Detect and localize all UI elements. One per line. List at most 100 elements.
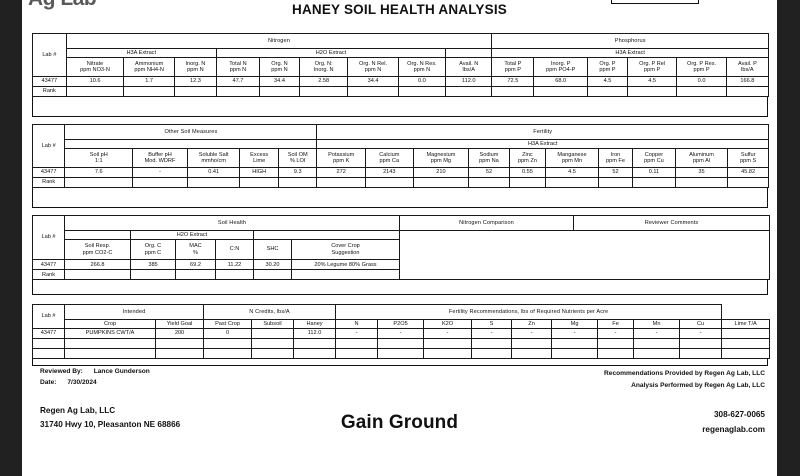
group-header-rec-1: N Credits, lbs/A (203, 304, 337, 320)
column-header-np-0: Nitrate ppm NO3-N (65, 57, 125, 77)
rank-cell-fert-11 (597, 177, 634, 188)
column-header-rec-8: S (471, 319, 513, 329)
rank-cell-np-0 (65, 86, 125, 97)
rank-cell-fert-4 (277, 177, 318, 188)
date-line: Date: 7/30/2024 (40, 379, 150, 386)
group-header-nitrogen-comparison: Nitrogen Comparison (398, 215, 575, 231)
subgroup-header-np-3: H3A Extract (491, 48, 769, 58)
rank-cell-sh-5 (291, 269, 400, 281)
data-cell-rec-10: - (551, 328, 599, 339)
subgroup-header-np-1: H2O Extract (215, 48, 447, 58)
reviewer-comments-cell[interactable] (398, 229, 771, 281)
table-header-row: Lab # Soil Health Nitrogen Comparison Revie… (32, 214, 771, 261)
rank-cell-np-6 (347, 86, 399, 97)
data-cell-fert-5: 272 (316, 167, 367, 178)
column-header-np-13: Org. P Res. ppm P (676, 57, 727, 77)
group-header-reviewer-comments: Reviewer Comments (573, 215, 771, 231)
table-row: 43477 10.6 1.7 12.3 47.7 34.4 2.58 34.4 0.0 112.0… (32, 76, 770, 87)
rank-cell-sh-0 (64, 269, 131, 281)
data-cell-fert-13: 35 (674, 167, 729, 178)
data-cell-fert-2: 0.41 (186, 167, 241, 178)
data-cell-np-7: 0.0 (397, 76, 447, 87)
column-header-fert-13: Aluminum ppm Al (674, 148, 729, 168)
column-header-np-6: Org. N Rel. ppm N (347, 57, 399, 77)
rank-cell-fert-12 (632, 177, 676, 188)
column-header-np-12: Org. P Rel ppm P (626, 57, 678, 77)
rank-cell-np-8 (445, 86, 493, 97)
blank-cell-0-11 (551, 338, 599, 349)
data-cell-fert-14: 45.82 (727, 167, 769, 178)
date-label: Date: (40, 379, 57, 386)
column-header-sh-3: C:N (215, 238, 254, 261)
blank-cell-1-14 (679, 348, 723, 359)
blank-cell-0-14 (679, 338, 723, 349)
column-header-fert-10: Manganese ppm Mn (545, 148, 599, 168)
rank-cell-np-14 (725, 86, 770, 97)
data-cell-np-5: 2.58 (298, 76, 349, 87)
rank-cell-fert-7 (412, 177, 470, 188)
table-recommendations: Lab # Intended N Credits, lbs/A Fertility R… (32, 304, 771, 359)
rank-cell-sh-4 (253, 269, 292, 281)
lab-number-value: 43477 (32, 76, 67, 87)
blank-cell-1-6 (335, 348, 379, 359)
table-other-soil-fertility: Lab # Other Soil Measures Fertility H3A Ex… (31, 124, 769, 188)
column-header-fert-4: Soil OM% LOI (277, 148, 318, 168)
rank-cell-np-11 (587, 86, 628, 97)
blank-cell-0-6 (335, 338, 379, 349)
table-blank-row (32, 338, 771, 349)
rank-label: Rank (32, 86, 67, 97)
group-header-fert-1: Fertility (316, 124, 769, 140)
column-header-rec-2: Past Crop (203, 319, 253, 329)
data-cell-fert-8: 52 (468, 167, 510, 178)
column-header-fert-14: Sulfur ppm S (727, 148, 769, 168)
column-header-fert-8: Sodium ppm Na (468, 148, 510, 168)
column-header-fert-2: Soluble Salt mmho/cm (186, 148, 241, 168)
data-cell-rec-14 (721, 328, 771, 339)
blank-cell-0-10 (511, 338, 553, 349)
data-cell-sh-4: 30.20 (253, 259, 292, 271)
data-cell-rec-6: - (377, 328, 425, 339)
data-cell-fert-0: 7.6 (64, 167, 134, 178)
table-column-header-row: Nitrate ppm NO3-N Ammonium ppm NH4-N Inorg. … (33, 57, 770, 77)
reviewed-by-label: Reviewed By: (40, 368, 83, 375)
analysis-performed-line: Analysis Performed by Regen Ag Lab, LLC (631, 381, 765, 389)
blank-cell-1-4 (251, 348, 295, 359)
column-header-np-1: Ammonium ppm NH4-N (123, 57, 175, 77)
table-row: 43477 7.6-0.41 HIGH 9.3 272 2143 210 52 0.55 4.5 5… (31, 167, 769, 178)
blank-cell-0-5 (293, 338, 337, 349)
reviewed-by-line: Reviewed By: Lance Gunderson (40, 368, 150, 375)
blank-cell-1-11 (551, 348, 599, 359)
rank-cell-np-12 (626, 86, 678, 97)
column-header-rec-14: Lime T/A (721, 319, 771, 329)
data-cell-rec-0: PUMPKINS CWT/A (64, 328, 156, 339)
data-cell-rec-13: - (679, 328, 723, 339)
website-url: regenaglab.com (702, 424, 765, 434)
data-cell-fert-4: 9.3 (277, 167, 318, 178)
rank-cell-np-5 (298, 86, 349, 97)
column-header-fert-0: Soil pH 1:1 (64, 148, 134, 168)
column-header-fert-7: Magnesium ppm Mg (412, 148, 470, 168)
data-cell-sh-1: 385 (130, 259, 176, 271)
column-header-fert-5: Potassium ppm K (316, 148, 367, 168)
rank-label: Rank (31, 177, 66, 188)
table-subheader-row: H3A Extract (33, 139, 769, 149)
blank-cell-1-12 (597, 348, 635, 359)
rank-label: Rank (32, 269, 65, 281)
rank-cell-fert-3 (239, 177, 279, 188)
group-header-fert-0: Other Soil Measures (64, 124, 318, 140)
group-header-rec-2: Fertility Recommendations, lbs of Requir… (335, 304, 723, 320)
company-name: Regen Ag Lab, LLC (40, 406, 116, 415)
data-cell-fert-7: 210 (412, 167, 470, 178)
company-address: Regen Ag Lab, LLC 31740 Hwy 10, Pleasant… (40, 404, 180, 433)
column-header-sh-4: SHC (253, 238, 292, 261)
data-cell-sh-2: 69.2 (175, 259, 216, 271)
group-header-soil-health: Soil Health (64, 215, 400, 231)
rank-cell-sh-1 (130, 269, 176, 281)
reviewed-by-value: Lance Gunderson (93, 368, 150, 375)
blank-cell-0-15 (721, 338, 771, 349)
table-other-soil-fertility-block: Lab # Other Soil Measures Fertility H3A Ex… (31, 124, 769, 208)
